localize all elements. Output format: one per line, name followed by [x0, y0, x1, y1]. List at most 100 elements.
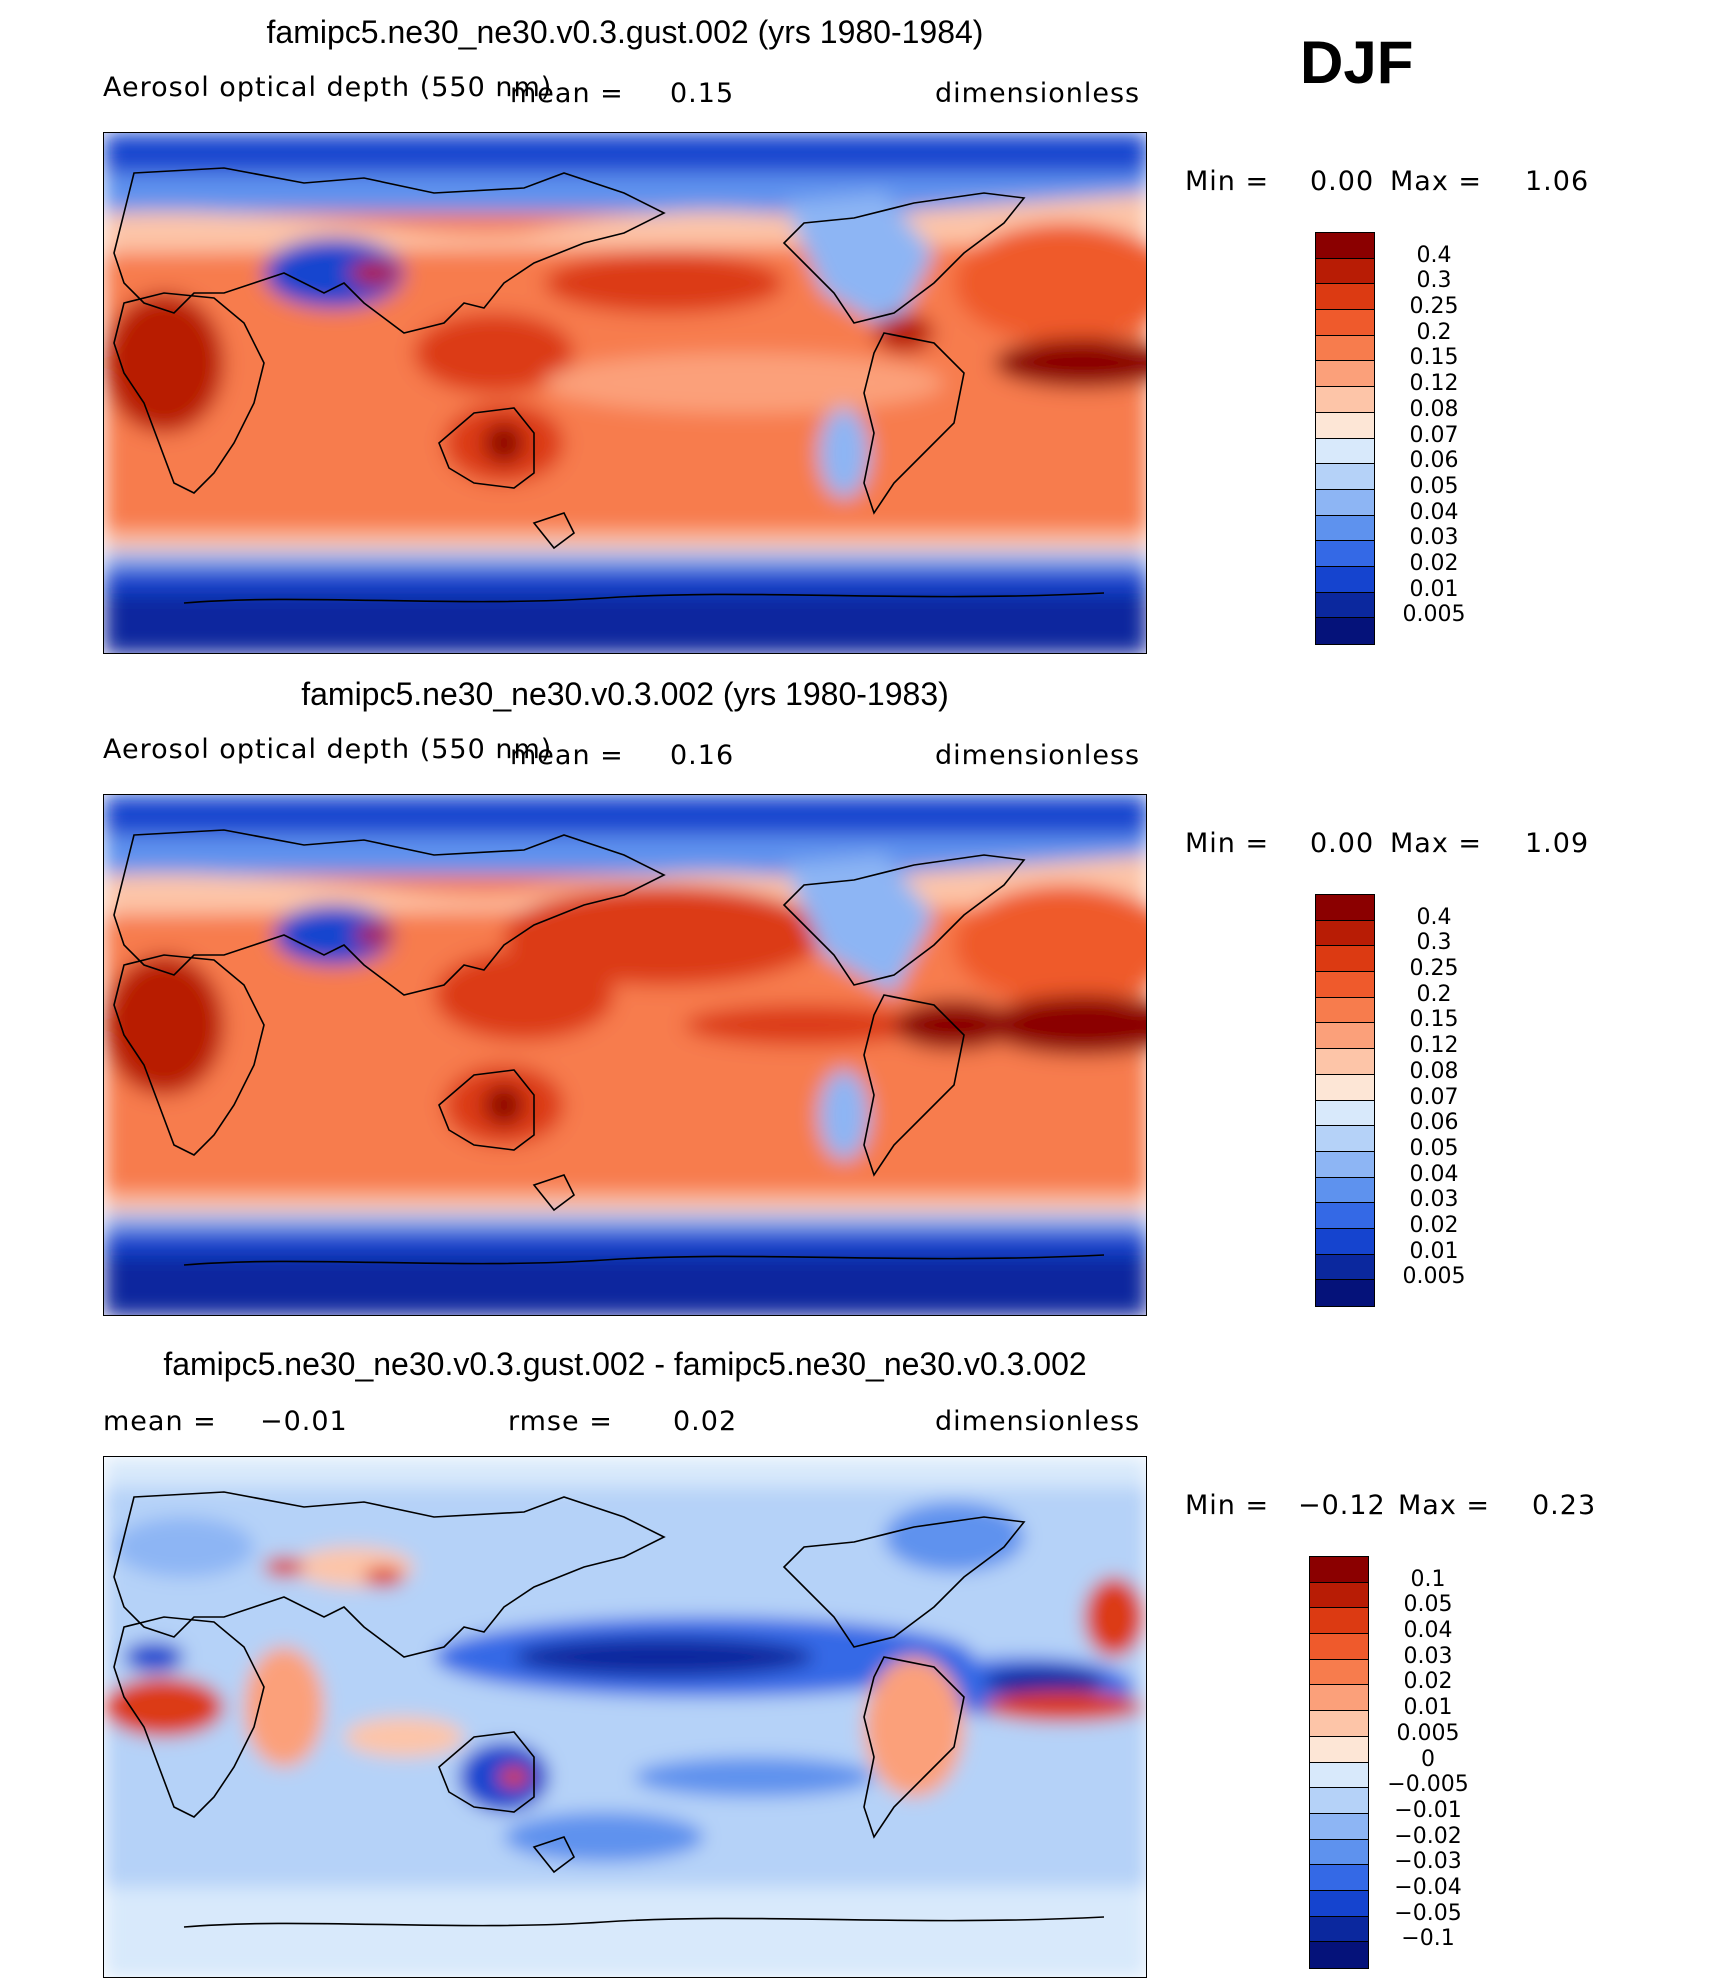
- colorbar-swatch: [1310, 1813, 1368, 1840]
- panel-3-max-label: Max =: [1398, 1490, 1491, 1521]
- colorbar-tick-label: 0.06: [1409, 1110, 1459, 1136]
- panel-2-max-value: 1.09: [1525, 828, 1590, 859]
- panel-2-mean-value: 0.16: [670, 740, 735, 771]
- colorbar-tick-label: −0.005: [1387, 1772, 1469, 1798]
- colorbar-swatch: [1310, 1788, 1368, 1814]
- colorbar-swatch: [1316, 412, 1374, 439]
- panel-3-map: [103, 1456, 1147, 1978]
- panel-3-rmse-label: rmse =: [508, 1406, 613, 1437]
- colorbar-tick-label: 0.25: [1409, 956, 1459, 982]
- colorbar-swatch: [1316, 387, 1374, 413]
- panel-2-min-label: Min =: [1185, 828, 1270, 859]
- colorbar-tick-label: 0.005: [1402, 602, 1466, 628]
- colorbar-swatch: [1316, 618, 1374, 644]
- panel-1-max-value: 1.06: [1525, 166, 1590, 197]
- colorbar-swatch: [1316, 361, 1374, 388]
- colorbar-swatch: [1316, 592, 1374, 619]
- colorbar-swatch: [1316, 566, 1374, 593]
- colorbar-tick-label: 0.1: [1410, 1566, 1446, 1592]
- colorbar-swatch: [1316, 1280, 1374, 1306]
- panel-3-title: famipc5.ne30_ne30.v0.3.gust.002 - famipc…: [163, 1346, 1087, 1382]
- panel-2-colorbar: [1315, 894, 1375, 1307]
- panel-3-coastlines: [113, 1491, 1105, 1928]
- panel-3-min-label: Min =: [1185, 1490, 1270, 1521]
- colorbar-tick-label: 0.04: [1409, 499, 1459, 525]
- panel-1-min-value: 0.00: [1310, 166, 1375, 197]
- colorbar-swatch: [1310, 1557, 1368, 1583]
- colorbar-swatch: [1310, 1736, 1368, 1763]
- colorbar-tick-label: 0.07: [1409, 422, 1459, 448]
- colorbar-tick-label: 0.03: [1409, 525, 1459, 551]
- colorbar-tick-label: −0.04: [1394, 1874, 1462, 1900]
- colorbar-swatch: [1316, 1177, 1374, 1204]
- panel-2-min-value: 0.00: [1310, 828, 1375, 859]
- panel-1-units: dimensionless: [935, 78, 1141, 109]
- colorbar-tick-label: 0.01: [1409, 576, 1459, 602]
- panel-2-coastlines: [113, 829, 1105, 1266]
- panel-2-map-svg: [104, 795, 1146, 1315]
- colorbar-tick-label: 0.15: [1409, 1007, 1459, 1033]
- colorbar-tick-label: 0.06: [1409, 448, 1459, 474]
- panel-3-min-value: −0.12: [1298, 1490, 1386, 1521]
- colorbar-swatch: [1316, 258, 1374, 285]
- colorbar-swatch: [1316, 1151, 1374, 1178]
- colorbar-swatch: [1316, 1023, 1374, 1050]
- panel-1-mean-value: 0.15: [670, 78, 735, 109]
- colorbar-swatch: [1310, 1890, 1368, 1917]
- colorbar-swatch: [1310, 1762, 1368, 1789]
- colorbar-swatch: [1310, 1659, 1368, 1686]
- colorbar-tick-label: −0.02: [1394, 1823, 1462, 1849]
- colorbar-swatch: [1310, 1582, 1368, 1609]
- colorbar-swatch: [1316, 1100, 1374, 1127]
- colorbar-tick-label: 0.02: [1403, 1669, 1453, 1695]
- colorbar-tick-label: 0.4: [1416, 242, 1452, 268]
- colorbar-swatch: [1316, 1254, 1374, 1281]
- colorbar-tick-label: 0.3: [1416, 268, 1452, 294]
- colorbar-tick-label: 0.03: [1403, 1643, 1453, 1669]
- panel-1-map-svg: [104, 133, 1146, 653]
- colorbar-swatch: [1316, 946, 1374, 973]
- colorbar-swatch: [1316, 895, 1374, 921]
- colorbar-tick-label: 0.01: [1403, 1695, 1453, 1721]
- colorbar-swatch: [1310, 1942, 1368, 1968]
- panel-1-coastlines: [113, 167, 1105, 604]
- colorbar-tick-label: −0.03: [1394, 1849, 1462, 1875]
- colorbar-tick-label: 0.3: [1416, 930, 1452, 956]
- colorbar-tick-label: 0.12: [1409, 371, 1459, 397]
- colorbar-swatch: [1316, 1203, 1374, 1229]
- panel-1-variable: Aerosol optical depth (550 nm): [103, 72, 553, 103]
- colorbar-swatch: [1310, 1634, 1368, 1660]
- colorbar-tick-label: 0.005: [1402, 1264, 1466, 1290]
- colorbar-tick-label: 0.005: [1396, 1720, 1460, 1746]
- panel-3-mean-value: −0.01: [260, 1406, 348, 1437]
- panel-1-min-label: Min =: [1185, 166, 1270, 197]
- colorbar-tick-label: 0.01: [1409, 1238, 1459, 1264]
- panel-3-colorbar: [1309, 1556, 1369, 1969]
- colorbar-swatch: [1310, 1839, 1368, 1866]
- colorbar-tick-label: −0.01: [1394, 1797, 1462, 1823]
- colorbar-swatch: [1316, 1126, 1374, 1152]
- colorbar-tick-label: 0.05: [1403, 1592, 1453, 1618]
- panel-1-mean-label: mean =: [510, 78, 624, 109]
- colorbar-tick-label: 0.05: [1409, 473, 1459, 499]
- panel-2-title: famipc5.ne30_ne30.v0.3.002 (yrs 1980-198…: [301, 676, 949, 712]
- panel-2-max-label: Max =: [1390, 828, 1483, 859]
- season-label: DJF: [1300, 29, 1414, 96]
- colorbar-swatch: [1310, 1711, 1368, 1737]
- panel-2-variable: Aerosol optical depth (550 nm): [103, 734, 553, 765]
- colorbar-tick-label: 0.02: [1409, 1212, 1459, 1238]
- colorbar-swatch: [1316, 233, 1374, 259]
- colorbar-swatch: [1316, 972, 1374, 998]
- colorbar-swatch: [1316, 335, 1374, 362]
- panel-3-map-svg: [104, 1457, 1146, 1977]
- colorbar-tick-label: 0.03: [1409, 1187, 1459, 1213]
- colorbar-swatch: [1310, 1608, 1368, 1635]
- panel-1-max-label: Max =: [1390, 166, 1483, 197]
- colorbar-swatch: [1316, 310, 1374, 336]
- colorbar-tick-label: 0.07: [1409, 1084, 1459, 1110]
- colorbar-tick-label: 0.08: [1409, 1058, 1459, 1084]
- colorbar-tick-label: 0: [1421, 1746, 1435, 1772]
- panel-2-map: [103, 794, 1147, 1316]
- panel-3-rmse-value: 0.02: [673, 1406, 738, 1437]
- panel-2-units: dimensionless: [935, 740, 1141, 771]
